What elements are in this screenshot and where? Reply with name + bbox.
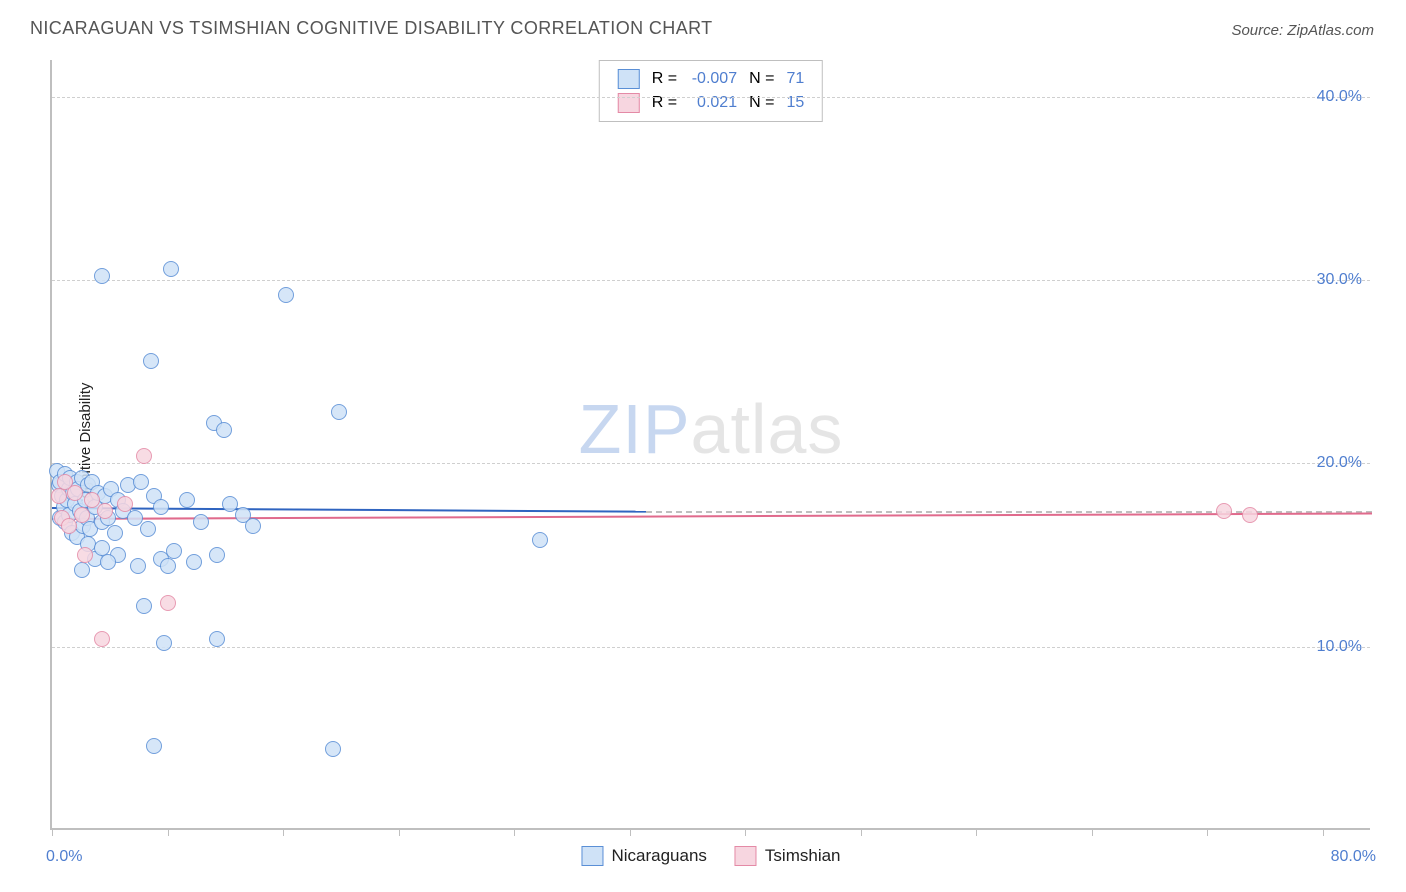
scatter-point bbox=[140, 521, 156, 537]
legend-stats-box: R = -0.007 N = 71 R = 0.021 N = 15 bbox=[599, 60, 823, 122]
x-tick bbox=[168, 828, 169, 836]
scatter-point bbox=[130, 558, 146, 574]
watermark: ZIPatlas bbox=[579, 389, 844, 469]
scatter-point bbox=[331, 404, 347, 420]
scatter-point bbox=[61, 518, 77, 534]
scatter-point bbox=[216, 422, 232, 438]
scatter-point bbox=[209, 631, 225, 647]
x-tick bbox=[1323, 828, 1324, 836]
scatter-point bbox=[51, 488, 67, 504]
scatter-point bbox=[156, 635, 172, 651]
source-attribution: Source: ZipAtlas.com bbox=[1231, 22, 1374, 39]
scatter-point bbox=[532, 532, 548, 548]
scatter-point bbox=[278, 287, 294, 303]
scatter-point bbox=[146, 738, 162, 754]
legend-stats-row-0: R = -0.007 N = 71 bbox=[612, 67, 810, 91]
r-label: R = bbox=[646, 67, 683, 91]
scatter-point bbox=[117, 496, 133, 512]
legend-swatch-0 bbox=[618, 69, 640, 89]
gridline bbox=[52, 463, 1370, 464]
scatter-point bbox=[163, 261, 179, 277]
scatter-point bbox=[209, 547, 225, 563]
legend-series: Nicaraguans Tsimshian bbox=[581, 846, 840, 866]
chart-title: NICARAGUAN VS TSIMSHIAN COGNITIVE DISABI… bbox=[30, 18, 713, 39]
n-label: N = bbox=[743, 91, 780, 115]
x-tick bbox=[1207, 828, 1208, 836]
y-tick-label: 40.0% bbox=[1317, 88, 1362, 106]
scatter-point bbox=[245, 518, 261, 534]
legend-swatch-bottom-0 bbox=[581, 846, 603, 866]
legend-item-0: Nicaraguans bbox=[581, 846, 706, 866]
r-label: R = bbox=[646, 91, 683, 115]
scatter-point bbox=[222, 496, 238, 512]
scatter-point bbox=[94, 268, 110, 284]
r-value-0: -0.007 bbox=[689, 70, 737, 88]
x-tick bbox=[861, 828, 862, 836]
gridline bbox=[52, 280, 1370, 281]
legend-item-1: Tsimshian bbox=[735, 846, 841, 866]
scatter-point bbox=[1242, 507, 1258, 523]
scatter-point bbox=[143, 353, 159, 369]
scatter-point bbox=[1216, 503, 1232, 519]
x-tick bbox=[399, 828, 400, 836]
y-tick-label: 30.0% bbox=[1317, 271, 1362, 289]
y-tick-label: 20.0% bbox=[1317, 454, 1362, 472]
x-axis-min-label: 0.0% bbox=[46, 848, 82, 866]
n-value-0: 71 bbox=[786, 70, 804, 87]
scatter-point bbox=[74, 562, 90, 578]
scatter-point bbox=[100, 554, 116, 570]
trend-line bbox=[52, 507, 646, 513]
scatter-point bbox=[166, 543, 182, 559]
scatter-plot-area: ZIPatlas R = -0.007 N = 71 R = 0.021 N =… bbox=[50, 60, 1370, 830]
legend-swatch-bottom-1 bbox=[735, 846, 757, 866]
scatter-point bbox=[77, 547, 93, 563]
y-tick-label: 10.0% bbox=[1317, 638, 1362, 656]
scatter-point bbox=[67, 485, 83, 501]
scatter-point bbox=[133, 474, 149, 490]
scatter-point bbox=[153, 499, 169, 515]
legend-stats-row-1: R = 0.021 N = 15 bbox=[612, 91, 810, 115]
scatter-point bbox=[325, 741, 341, 757]
x-axis-max-label: 80.0% bbox=[1331, 848, 1376, 866]
scatter-point bbox=[160, 558, 176, 574]
gridline bbox=[52, 97, 1370, 98]
watermark-part1: ZIP bbox=[579, 390, 691, 468]
scatter-point bbox=[107, 525, 123, 541]
x-tick bbox=[283, 828, 284, 836]
x-tick bbox=[1092, 828, 1093, 836]
watermark-part2: atlas bbox=[691, 390, 844, 468]
scatter-point bbox=[94, 540, 110, 556]
scatter-point bbox=[97, 503, 113, 519]
scatter-point bbox=[94, 631, 110, 647]
x-tick bbox=[514, 828, 515, 836]
x-tick bbox=[745, 828, 746, 836]
scatter-point bbox=[160, 595, 176, 611]
x-tick bbox=[52, 828, 53, 836]
scatter-point bbox=[179, 492, 195, 508]
scatter-point bbox=[186, 554, 202, 570]
gridline bbox=[52, 647, 1370, 648]
legend-label-1: Tsimshian bbox=[765, 846, 841, 866]
legend-label-0: Nicaraguans bbox=[611, 846, 706, 866]
x-tick bbox=[976, 828, 977, 836]
n-label: N = bbox=[743, 67, 780, 91]
x-tick bbox=[630, 828, 631, 836]
scatter-point bbox=[136, 448, 152, 464]
scatter-point bbox=[193, 514, 209, 530]
scatter-point bbox=[74, 507, 90, 523]
scatter-point bbox=[136, 598, 152, 614]
